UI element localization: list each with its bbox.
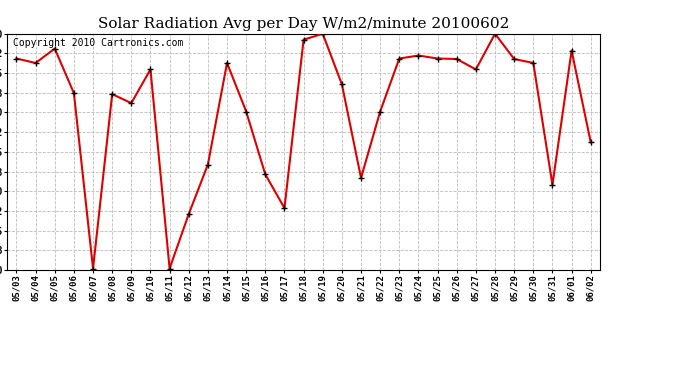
Text: Copyright 2010 Cartronics.com: Copyright 2010 Cartronics.com [13,39,184,48]
Title: Solar Radiation Avg per Day W/m2/minute 20100602: Solar Radiation Avg per Day W/m2/minute … [98,17,509,31]
